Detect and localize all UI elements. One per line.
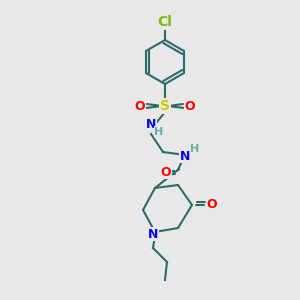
- Text: O: O: [207, 197, 217, 211]
- Text: O: O: [135, 100, 145, 112]
- Text: O: O: [161, 166, 171, 178]
- Text: H: H: [154, 127, 164, 137]
- Text: N: N: [180, 149, 190, 163]
- Text: N: N: [146, 118, 156, 130]
- Text: N: N: [148, 227, 158, 241]
- Text: Cl: Cl: [158, 15, 172, 29]
- Text: H: H: [190, 144, 200, 154]
- Text: O: O: [185, 100, 195, 112]
- Text: S: S: [160, 99, 170, 113]
